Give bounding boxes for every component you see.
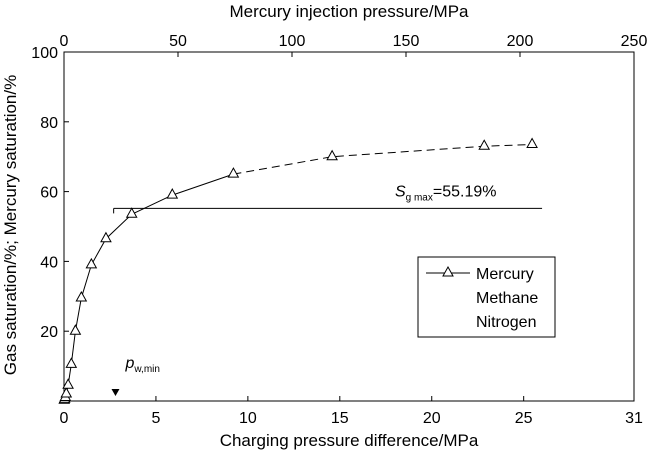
sg-max-symbol: S — [395, 183, 406, 200]
legend-entry-methane: Methane — [476, 290, 538, 307]
mercury-data-point — [75, 291, 88, 302]
pw-min-symbol: p — [124, 355, 134, 372]
bottom-tick-label: 31 — [625, 410, 643, 427]
top-tick-label: 0 — [60, 33, 69, 50]
bottom-tick-label: 5 — [151, 410, 160, 427]
bottom-tick-label: 25 — [515, 410, 533, 427]
y-tick-label: 40 — [40, 254, 58, 271]
bottom-axis-ticks: 0 5 10 15 20 25 31 — [60, 396, 643, 427]
plot-border — [63, 51, 635, 402]
mercury-data-point — [85, 257, 98, 269]
bottom-tick-label: 0 — [60, 410, 69, 427]
mercury-data-point — [125, 207, 138, 218]
y-tick-label: 80 — [40, 115, 58, 132]
top-tick-label: 250 — [621, 33, 648, 50]
x-axis-title: Charging pressure difference/MPa — [220, 431, 479, 450]
mercury-data-point — [227, 167, 240, 178]
mercury-data-point — [100, 231, 112, 243]
pw-min-subscript: w,min — [133, 364, 160, 375]
bottom-tick-label: 20 — [423, 410, 441, 427]
pw-min-annotation: pw,min — [111, 355, 160, 396]
sg-max-subscript: g max — [406, 192, 433, 203]
top-tick-label: 150 — [393, 33, 420, 50]
mercury-dashed-line — [233, 143, 533, 175]
top-tick-label: 200 — [507, 33, 534, 50]
pw-min-marker — [111, 389, 120, 396]
mercury-data-point — [65, 357, 78, 368]
top-axis-title: Mercury injection pressure/MPa — [229, 2, 469, 21]
legend: Mercury Methane Nitrogen — [417, 256, 556, 338]
legend-entry-nitrogen: Nitrogen — [476, 314, 536, 331]
mercury-data-point — [326, 149, 338, 161]
reference-line-group: Sg max=55.19% — [113, 183, 543, 214]
y-axis-title: Gas saturation/%; Mercury saturation/% — [1, 75, 20, 375]
top-axis-ticks: 0 50 100 150 200 250 — [60, 33, 648, 57]
mercury-data-point — [62, 378, 74, 389]
mercury-data-point — [526, 137, 538, 148]
mercury-data-point — [69, 324, 82, 335]
mercury-data-point — [478, 139, 491, 150]
mercury-data-point — [60, 386, 73, 398]
bottom-tick-label: 10 — [239, 410, 257, 427]
sg-max-label: Sg max=55.19% — [395, 183, 497, 203]
sg-max-value: =55.19% — [433, 183, 497, 200]
top-tick-label: 100 — [279, 33, 306, 50]
legend-box — [417, 256, 556, 338]
pw-min-label: pw,min — [124, 355, 159, 375]
y-tick-label: 20 — [40, 324, 58, 341]
legend-entry-mercury: Mercury — [476, 266, 534, 283]
legend-mercury-marker — [442, 265, 454, 277]
bottom-tick-label: 15 — [331, 410, 349, 427]
plot-frame — [63, 51, 635, 402]
mercury-series-markers — [58, 137, 538, 404]
y-tick-label: 100 — [31, 45, 58, 62]
y-tick-label: 60 — [40, 185, 58, 202]
mercury-data-point — [166, 188, 179, 199]
top-tick-label: 50 — [169, 33, 187, 50]
left-axis-ticks: 20 40 60 80 100 — [31, 45, 69, 341]
